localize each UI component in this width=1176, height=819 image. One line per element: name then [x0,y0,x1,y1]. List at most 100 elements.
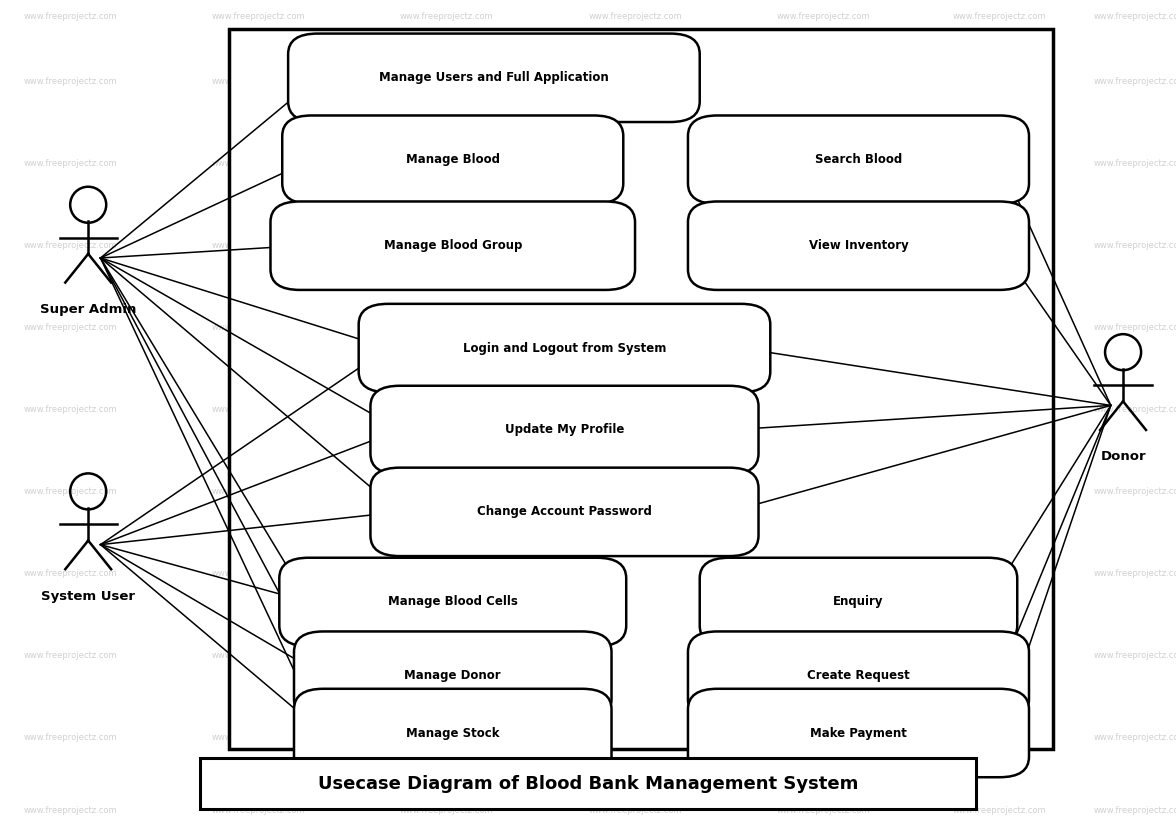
Text: Super Admin: Super Admin [40,303,136,316]
Text: www.freeprojectz.com: www.freeprojectz.com [1094,12,1176,20]
Text: www.freeprojectz.com: www.freeprojectz.com [24,651,118,659]
FancyBboxPatch shape [288,34,700,122]
Text: www.freeprojectz.com: www.freeprojectz.com [776,160,870,168]
Text: Search Blood: Search Blood [815,153,902,166]
FancyBboxPatch shape [280,558,626,646]
Text: www.freeprojectz.com: www.freeprojectz.com [953,733,1047,741]
Text: www.freeprojectz.com: www.freeprojectz.com [24,487,118,495]
Text: Change Account Password: Change Account Password [477,505,652,518]
Text: www.freeprojectz.com: www.freeprojectz.com [776,405,870,414]
Text: www.freeprojectz.com: www.freeprojectz.com [24,733,118,741]
Text: System User: System User [41,590,135,603]
Text: www.freeprojectz.com: www.freeprojectz.com [776,651,870,659]
Text: www.freeprojectz.com: www.freeprojectz.com [588,324,682,332]
Text: www.freeprojectz.com: www.freeprojectz.com [953,405,1047,414]
Text: www.freeprojectz.com: www.freeprojectz.com [212,242,306,250]
Text: www.freeprojectz.com: www.freeprojectz.com [1094,733,1176,741]
Text: Manage Blood: Manage Blood [406,153,500,166]
Text: Manage Blood Group: Manage Blood Group [383,239,522,252]
FancyBboxPatch shape [370,468,759,556]
Text: www.freeprojectz.com: www.freeprojectz.com [776,569,870,577]
Text: Manage Users and Full Application: Manage Users and Full Application [379,71,609,84]
Text: www.freeprojectz.com: www.freeprojectz.com [24,78,118,86]
Text: www.freeprojectz.com: www.freeprojectz.com [1094,160,1176,168]
Text: www.freeprojectz.com: www.freeprojectz.com [212,78,306,86]
Text: www.freeprojectz.com: www.freeprojectz.com [400,160,494,168]
Text: www.freeprojectz.com: www.freeprojectz.com [212,324,306,332]
Text: www.freeprojectz.com: www.freeprojectz.com [776,78,870,86]
Text: www.freeprojectz.com: www.freeprojectz.com [1094,807,1176,815]
Text: www.freeprojectz.com: www.freeprojectz.com [588,807,682,815]
Text: www.freeprojectz.com: www.freeprojectz.com [588,242,682,250]
Text: www.freeprojectz.com: www.freeprojectz.com [24,324,118,332]
Text: www.freeprojectz.com: www.freeprojectz.com [400,324,494,332]
Text: www.freeprojectz.com: www.freeprojectz.com [400,242,494,250]
FancyBboxPatch shape [688,115,1029,204]
Text: www.freeprojectz.com: www.freeprojectz.com [24,160,118,168]
Text: Create Request: Create Request [807,669,910,682]
Text: www.freeprojectz.com: www.freeprojectz.com [776,807,870,815]
Text: Manage Stock: Manage Stock [406,726,500,740]
FancyBboxPatch shape [359,304,770,392]
FancyBboxPatch shape [270,201,635,290]
Text: www.freeprojectz.com: www.freeprojectz.com [588,487,682,495]
Text: www.freeprojectz.com: www.freeprojectz.com [24,807,118,815]
Text: Usecase Diagram of Blood Bank Management System: Usecase Diagram of Blood Bank Management… [318,775,858,793]
Text: www.freeprojectz.com: www.freeprojectz.com [400,12,494,20]
Text: www.freeprojectz.com: www.freeprojectz.com [212,487,306,495]
Text: www.freeprojectz.com: www.freeprojectz.com [212,405,306,414]
Text: Make Payment: Make Payment [810,726,907,740]
Text: www.freeprojectz.com: www.freeprojectz.com [400,569,494,577]
Text: www.freeprojectz.com: www.freeprojectz.com [24,12,118,20]
Text: www.freeprojectz.com: www.freeprojectz.com [212,651,306,659]
Text: www.freeprojectz.com: www.freeprojectz.com [588,733,682,741]
Text: www.freeprojectz.com: www.freeprojectz.com [212,569,306,577]
FancyBboxPatch shape [282,115,623,204]
Text: www.freeprojectz.com: www.freeprojectz.com [953,807,1047,815]
Text: www.freeprojectz.com: www.freeprojectz.com [400,405,494,414]
Text: www.freeprojectz.com: www.freeprojectz.com [953,12,1047,20]
Text: www.freeprojectz.com: www.freeprojectz.com [212,160,306,168]
Text: www.freeprojectz.com: www.freeprojectz.com [400,733,494,741]
Text: www.freeprojectz.com: www.freeprojectz.com [588,569,682,577]
Text: www.freeprojectz.com: www.freeprojectz.com [953,242,1047,250]
Text: www.freeprojectz.com: www.freeprojectz.com [776,242,870,250]
Text: Manage Donor: Manage Donor [405,669,501,682]
Text: www.freeprojectz.com: www.freeprojectz.com [212,807,306,815]
Text: www.freeprojectz.com: www.freeprojectz.com [1094,651,1176,659]
Text: www.freeprojectz.com: www.freeprojectz.com [1094,405,1176,414]
Text: www.freeprojectz.com: www.freeprojectz.com [588,78,682,86]
Text: www.freeprojectz.com: www.freeprojectz.com [24,405,118,414]
Text: www.freeprojectz.com: www.freeprojectz.com [953,651,1047,659]
Text: www.freeprojectz.com: www.freeprojectz.com [776,487,870,495]
Text: Enquiry: Enquiry [834,595,883,609]
Text: www.freeprojectz.com: www.freeprojectz.com [24,242,118,250]
Text: www.freeprojectz.com: www.freeprojectz.com [400,78,494,86]
FancyBboxPatch shape [370,386,759,474]
Text: www.freeprojectz.com: www.freeprojectz.com [776,12,870,20]
FancyBboxPatch shape [700,558,1017,646]
FancyBboxPatch shape [294,631,612,720]
Text: www.freeprojectz.com: www.freeprojectz.com [400,487,494,495]
Text: www.freeprojectz.com: www.freeprojectz.com [1094,487,1176,495]
Text: www.freeprojectz.com: www.freeprojectz.com [588,405,682,414]
Text: Update My Profile: Update My Profile [505,423,624,437]
Text: www.freeprojectz.com: www.freeprojectz.com [953,569,1047,577]
Text: www.freeprojectz.com: www.freeprojectz.com [953,324,1047,332]
Text: www.freeprojectz.com: www.freeprojectz.com [953,160,1047,168]
Text: www.freeprojectz.com: www.freeprojectz.com [1094,242,1176,250]
Text: View Inventory: View Inventory [809,239,908,252]
Text: www.freeprojectz.com: www.freeprojectz.com [1094,569,1176,577]
Text: www.freeprojectz.com: www.freeprojectz.com [776,733,870,741]
Text: Donor: Donor [1101,450,1145,464]
Text: www.freeprojectz.com: www.freeprojectz.com [24,569,118,577]
FancyBboxPatch shape [688,689,1029,777]
Text: www.freeprojectz.com: www.freeprojectz.com [212,733,306,741]
Text: www.freeprojectz.com: www.freeprojectz.com [400,651,494,659]
Text: www.freeprojectz.com: www.freeprojectz.com [588,651,682,659]
FancyBboxPatch shape [688,201,1029,290]
Text: www.freeprojectz.com: www.freeprojectz.com [1094,324,1176,332]
FancyBboxPatch shape [229,29,1053,749]
Text: www.freeprojectz.com: www.freeprojectz.com [212,12,306,20]
Text: Manage Blood Cells: Manage Blood Cells [388,595,517,609]
